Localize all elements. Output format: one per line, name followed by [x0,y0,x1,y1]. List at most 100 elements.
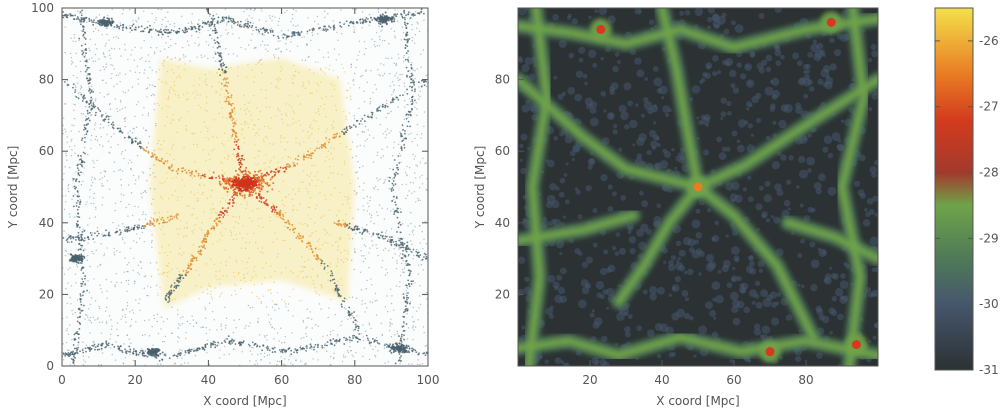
field-particle [386,128,389,130]
field-particle [209,293,212,296]
field-particle [94,138,97,141]
field-particle [94,98,97,100]
filament-particle [345,223,347,226]
filament-particle [296,349,299,352]
field-particle [155,47,158,49]
field-particle [402,31,405,34]
filament-particle [269,171,272,174]
filament-particle [143,27,146,30]
filament-particle [373,340,375,343]
field-particle [257,163,259,165]
field-particle [423,111,426,113]
filament-particle [223,77,226,80]
field-particle [403,267,406,269]
field-particle [406,194,409,197]
filament-particle [403,254,406,257]
filament-particle [177,279,180,282]
filament-particle [402,296,405,299]
filament-particle [219,55,221,58]
field-particle [277,253,279,255]
filament-particle [266,204,269,207]
field-particle [260,300,262,303]
field-particle [235,293,237,296]
filament-particle [214,32,217,34]
filament-particle [219,64,222,66]
filament-particle [155,357,158,359]
filament-particle [79,200,82,203]
field-particle [206,130,209,133]
field-particle [400,161,402,164]
filament-particle [280,216,282,219]
filament-particle [213,23,216,26]
field-particle [259,110,261,113]
filament-particle [321,346,324,349]
field-particle [87,316,89,318]
filament-particle [231,128,234,131]
filament-particle [404,300,407,303]
field-particle [198,298,200,300]
field-particle [277,24,279,27]
field-particle [375,31,378,34]
filament-particle [265,347,268,349]
field-particle [95,249,97,252]
filament-particle [399,231,402,234]
field-particle [91,176,93,178]
field-particle [334,314,337,316]
filament-particle [84,119,87,122]
filament-particle [271,29,274,32]
field-particle [199,227,201,229]
field-particle [365,287,368,290]
filament-particle [244,22,247,25]
filament-particle [382,237,385,240]
field-particle [243,276,246,279]
filament-particle [92,103,95,106]
field-particle [320,264,322,267]
filament-particle [391,101,394,103]
field-particle [368,252,370,254]
field-particle [210,27,212,30]
filament-particle [248,24,251,27]
filament-particle [102,119,105,121]
field-particle [394,35,396,37]
filament-particle [168,297,171,300]
field-particle [267,289,270,292]
filament-particle [72,83,75,86]
field-particle [91,98,94,100]
filament-particle [403,297,406,300]
field-particle [344,356,347,358]
filament-particle [190,258,193,261]
filament-particle [324,25,327,28]
filament-particle [117,345,119,348]
filament-particle [354,328,356,331]
filament-particle [80,16,83,19]
field-particle [90,147,92,150]
field-particle [280,66,282,68]
field-particle [287,29,289,31]
field-particle [418,225,421,227]
field-particle [270,318,272,320]
field-particle [225,261,227,263]
field-particle [375,117,378,119]
filament-particle [354,323,357,326]
filament-particle [218,177,221,179]
filament-particle [379,234,382,237]
filament-particle [350,227,353,230]
field-particle [376,177,378,180]
filament-particle [348,310,351,313]
filament-particle [238,161,241,164]
field-particle [255,360,257,362]
field-particle [164,181,166,183]
field-particle [90,57,93,59]
filament-particle [131,138,133,140]
field-particle [201,221,203,224]
field-particle [73,117,76,120]
field-particle [163,233,165,235]
filament-particle [72,344,75,346]
filament-particle [398,244,400,247]
field-particle [317,240,319,243]
filament-particle [184,29,187,32]
field-particle [135,241,138,244]
filament-particle [424,80,426,82]
filament-particle [81,233,84,236]
field-particle [317,325,319,327]
